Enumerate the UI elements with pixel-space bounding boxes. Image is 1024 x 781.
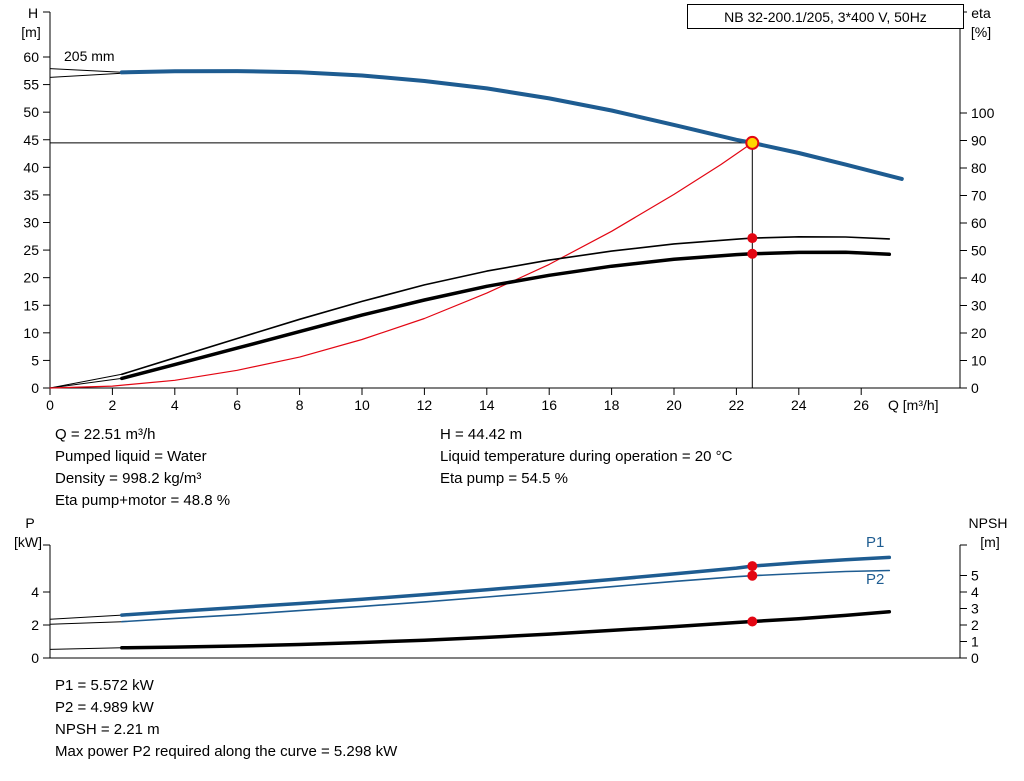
info-flow: Q = 22.51 m³/h <box>55 426 156 443</box>
info-liquid-temperature: Liquid temperature during operation = 20… <box>440 448 733 465</box>
top-left-tick-label: 55 <box>23 77 39 93</box>
top-left-tick-label: 40 <box>23 159 39 175</box>
top-x-tick-label: 0 <box>46 397 54 413</box>
top-x-tick-label: 2 <box>109 397 117 413</box>
p2-lead-line <box>49 621 123 625</box>
top-x-tick-label: 20 <box>666 397 682 413</box>
top-right-tick-label: 90 <box>971 133 987 149</box>
bottom-right-tick-label: 1 <box>971 634 979 650</box>
npsh-duty-marker <box>747 616 758 627</box>
top-left-tick-label: 35 <box>23 187 39 203</box>
bottom-left-tick-label: 0 <box>31 650 39 666</box>
y-right-axis-unit: [%] <box>971 24 991 40</box>
top-left-tick-label: 60 <box>23 49 39 65</box>
info-density: Density = 998.2 kg/m³ <box>55 470 202 487</box>
top-x-tick-label: 24 <box>791 397 807 413</box>
eta-pump-motor-lead-line <box>49 377 123 389</box>
y-left-axis-title: H <box>28 5 38 21</box>
bottom-left-tick-label: 2 <box>31 617 39 633</box>
top-x-tick-label: 16 <box>541 397 557 413</box>
top-left-tick-label: 45 <box>23 132 39 148</box>
p1-duty-marker <box>747 561 758 572</box>
y-right-axis-title: eta <box>971 5 991 21</box>
head-curve-205mm <box>119 69 904 181</box>
top-x-tick-label: 22 <box>729 397 745 413</box>
top-x-tick-label: 12 <box>417 397 433 413</box>
npsh-lead-line <box>49 647 123 650</box>
top-left-tick-label: 15 <box>23 297 39 313</box>
top-right-tick-label: 80 <box>971 160 987 176</box>
npsh-curve <box>120 610 892 650</box>
top-right-tick-label: 20 <box>971 325 987 341</box>
y-left-axis-unit: [m] <box>21 24 40 40</box>
info-pumped-liquid: Pumped liquid = Water <box>55 448 207 465</box>
top-right-tick-label: 0 <box>971 380 979 396</box>
top-left-tick-label: 25 <box>23 242 39 258</box>
top-x-tick-label: 6 <box>233 397 241 413</box>
bottom-right-tick-label: 5 <box>971 568 979 584</box>
p-axis-title: P <box>25 515 34 531</box>
top-x-tick-label: 10 <box>354 397 370 413</box>
p2-curve <box>121 569 891 623</box>
head-curve-lower-lead-line <box>49 72 123 78</box>
operating-point-info-left: Q = 22.51 m³/h Pumped liquid = Water Den… <box>55 424 230 512</box>
top-left-tick-label: 0 <box>31 380 39 396</box>
p2-duty-marker <box>747 570 758 581</box>
top-right-tick-label: 60 <box>971 215 987 231</box>
impeller-diameter-label: 205 mm <box>64 48 115 64</box>
p1-curve <box>120 555 892 617</box>
info-head: H = 44.42 m <box>440 426 523 443</box>
eta-pump-curve <box>121 236 891 376</box>
npsh-axis-title: NPSH <box>969 515 1008 531</box>
top-x-tick-label: 8 <box>296 397 304 413</box>
info-eta-pump-motor: Eta pump+motor = 48.8 % <box>55 492 231 509</box>
top-x-tick-label: 14 <box>479 397 495 413</box>
top-x-tick-label: 18 <box>604 397 620 413</box>
pump-model-box: NB 32-200.1/205, 3*400 V, 50Hz <box>687 4 964 29</box>
bottom-left-tick-label: 4 <box>31 584 39 600</box>
top-left-tick-label: 10 <box>23 325 39 341</box>
power-npsh-info: P1 = 5.572 kW P2 = 4.989 kW NPSH = 2.21 … <box>55 675 397 763</box>
head-curve-upper-lead-line <box>49 68 123 73</box>
info-eta-pump: Eta pump = 54.5 % <box>440 470 568 487</box>
eta-pump-motor-duty-marker <box>747 248 758 259</box>
info-npsh: NPSH = 2.21 m <box>55 721 160 738</box>
top-right-tick-label: 30 <box>971 298 987 314</box>
x-axis-title: Q [m³/h] <box>888 397 939 413</box>
top-right-tick-label: 100 <box>971 105 995 121</box>
pump-model-title: NB 32-200.1/205, 3*400 V, 50Hz <box>724 8 927 25</box>
bottom-right-tick-label: 2 <box>971 617 979 633</box>
bottom-right-tick-label: 0 <box>971 650 979 666</box>
top-left-tick-label: 5 <box>31 352 39 368</box>
eta-pump-duty-marker <box>747 233 758 244</box>
bottom-right-tick-label: 4 <box>971 584 979 600</box>
top-right-tick-label: 40 <box>971 270 987 286</box>
system-curve <box>49 142 753 389</box>
top-right-tick-label: 10 <box>971 353 987 369</box>
p2-curve-label: P2 <box>866 571 884 588</box>
top-right-tick-label: 70 <box>971 188 987 204</box>
top-left-tick-label: 50 <box>23 104 39 120</box>
top-left-tick-label: 20 <box>23 270 39 286</box>
p1-lead-line <box>49 614 123 620</box>
p-axis-unit: [kW] <box>14 534 42 550</box>
p1-curve-label: P1 <box>866 534 884 551</box>
operating-point-info-right: H = 44.42 m Liquid temperature during op… <box>440 424 732 490</box>
top-x-tick-label: 4 <box>171 397 179 413</box>
eta-pump-motor-curve <box>120 250 892 381</box>
top-left-tick-label: 30 <box>23 215 39 231</box>
info-p2: P2 = 4.989 kW <box>55 699 154 716</box>
info-max-power: Max power P2 required along the curve = … <box>55 743 398 760</box>
duty-point-marker <box>745 135 760 150</box>
bottom-right-tick-label: 3 <box>971 601 979 617</box>
eta-pump-lead-line <box>49 373 123 389</box>
top-x-tick-label: 26 <box>853 397 869 413</box>
info-p1: P1 = 5.572 kW <box>55 677 154 694</box>
npsh-axis-unit: [m] <box>980 534 999 550</box>
top-right-tick-label: 50 <box>971 243 987 259</box>
